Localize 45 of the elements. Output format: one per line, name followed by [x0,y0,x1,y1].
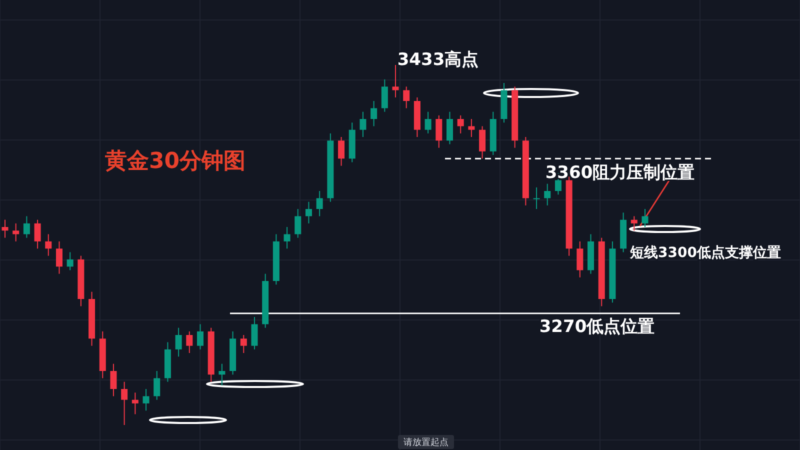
candlestick [23,216,30,238]
candlestick [56,240,62,274]
text: 请放置起点 [404,437,448,448]
candlestick [142,388,150,412]
candlestick [381,78,388,112]
candlestick [316,190,323,217]
candlestick [642,208,648,228]
candlestick [457,114,464,134]
annotation: 3433高点 [397,50,479,70]
candlestick [392,64,399,98]
candlestick [66,252,74,271]
candlestick [446,111,453,145]
candlestick [218,363,226,386]
text: 黄金30分钟图 [104,149,246,174]
candlestick [576,240,584,278]
annotation: 3270低点位置 [539,317,655,337]
candlestick [544,183,551,206]
candlestick [240,334,247,354]
candlestick [338,136,345,166]
candlestick [12,222,20,242]
candlestick [533,186,540,210]
candlestick [186,330,193,354]
annotation: 3360阻力压制位置 [545,163,695,183]
candlestick [251,316,258,350]
candlestick [630,216,638,232]
candlestick [479,126,486,160]
candlestick [45,234,52,256]
candlestick [110,363,117,397]
candlestick [424,111,432,134]
candlestick [360,111,366,138]
candlestick [468,118,475,138]
candlestick [436,114,442,148]
annotation: 短线3300低点支撑位置 [629,245,781,261]
candlestick [370,100,378,127]
candlestick [34,219,41,250]
candlestick [175,327,182,358]
candlestick [132,392,138,415]
candlestick [284,226,290,250]
candlestick [121,381,128,426]
candlestick [197,324,204,350]
candlestick [154,370,160,400]
candlestick [305,201,312,224]
candlestick [294,208,302,238]
candlestick [403,86,410,109]
candlestick [2,219,8,238]
